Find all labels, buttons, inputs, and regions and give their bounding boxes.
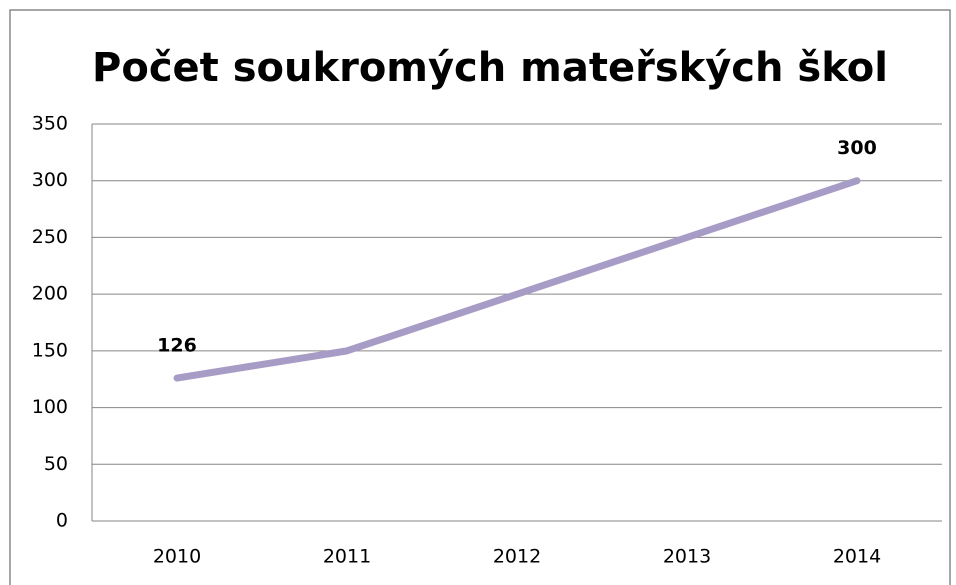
y-tick-label: 150 [32, 339, 68, 361]
chart-border [9, 9, 951, 585]
y-tick-label: 200 [32, 283, 68, 305]
y-tick-label: 250 [32, 226, 68, 248]
data-line [173, 177, 861, 382]
y-tick-label: 100 [32, 396, 68, 418]
chart-title: Počet soukromých mateřských škol [92, 45, 888, 91]
data-label: 300 [837, 137, 877, 159]
x-tick-label: 2014 [833, 546, 881, 568]
x-tick-label: 2013 [663, 546, 711, 568]
x-tick-label: 2011 [323, 546, 371, 568]
x-tick-label: 2010 [153, 546, 201, 568]
y-tick-label: 300 [32, 169, 68, 191]
data-label: 126 [157, 335, 197, 357]
y-tick-label: 350 [32, 113, 68, 135]
y-tick-label: 0 [56, 510, 68, 532]
y-tick-label: 50 [44, 453, 68, 475]
x-tick-label: 2012 [493, 546, 541, 568]
